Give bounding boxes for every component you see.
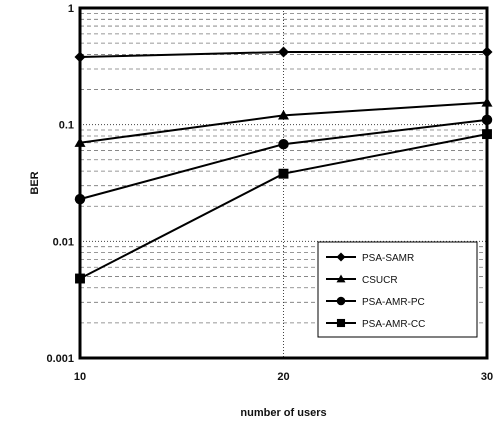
legend-label: PSA-SAMR <box>362 253 414 264</box>
data-point-circle <box>481 114 493 126</box>
plot-frame <box>78 6 489 360</box>
legend-marker-circle <box>336 296 346 306</box>
y-tick-label: 0.1 <box>59 120 74 132</box>
data-point-triangle <box>278 109 289 120</box>
tick-labels: 0.001 0.01 0.1 1 10 20 30 <box>46 3 493 383</box>
data-point-circle <box>74 193 86 205</box>
legend-label: CSUCR <box>362 275 398 286</box>
x-tick-label: 30 <box>481 371 493 383</box>
data-point-triangle <box>74 137 86 147</box>
legend-marker-diamond <box>336 252 346 262</box>
series-psa-amr-cc <box>75 129 492 284</box>
data-point-diamond <box>481 46 493 58</box>
x-tick-label: 20 <box>277 371 289 383</box>
legend-marker-square <box>336 318 346 328</box>
legend-item: CSUCR <box>326 274 398 286</box>
series-psa-samr <box>74 46 493 63</box>
data-point-diamond <box>278 46 289 58</box>
series-csucr <box>74 96 493 147</box>
x-tick-label: 10 <box>74 371 86 383</box>
legend-item: PSA-AMR-CC <box>326 318 425 330</box>
series-psa-amr-pc <box>74 114 493 205</box>
data-point-triangle <box>481 96 493 107</box>
y-tick-label: 0.01 <box>53 236 74 248</box>
legend-label: PSA-AMR-PC <box>362 297 425 308</box>
legend-item: PSA-SAMR <box>326 252 414 264</box>
data-point-square <box>482 129 492 140</box>
y-tick-label: 0.001 <box>46 353 74 365</box>
y-axis-label: BER <box>29 171 41 194</box>
legend: PSA-SAMR CSUCR PSA-AMR-PC PSA-AMR-CC <box>317 241 478 338</box>
data-point-square <box>278 168 289 179</box>
data-point-diamond <box>74 51 86 63</box>
legend-item: PSA-AMR-PC <box>326 296 425 308</box>
x-axis-label: number of users <box>240 407 326 419</box>
series-layer <box>74 46 493 284</box>
legend-label: PSA-AMR-CC <box>362 319 425 330</box>
y-tick-label: 1 <box>68 3 74 15</box>
data-point-square <box>75 273 85 284</box>
data-point-circle <box>278 138 289 150</box>
legend-marker-triangle <box>336 274 346 283</box>
